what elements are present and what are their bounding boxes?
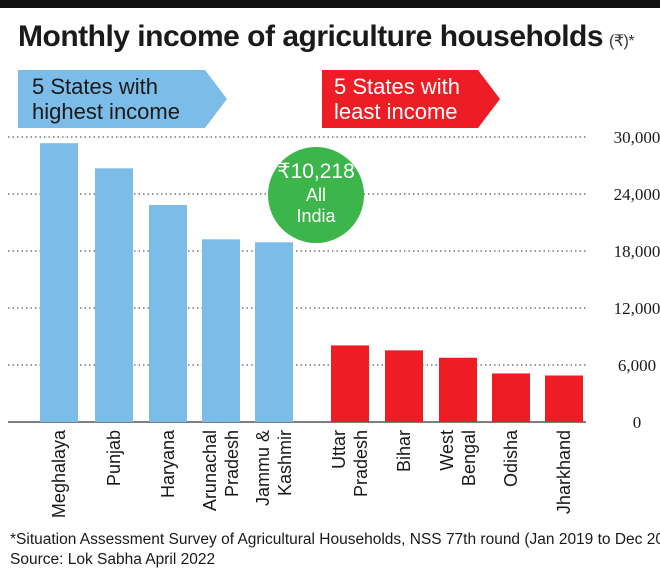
- highest-income-banner-shape: [18, 70, 227, 128]
- bar: [545, 375, 583, 422]
- chart-title-text: Monthly income of agriculture households: [18, 20, 604, 53]
- x-tick-label: Kashmir: [275, 430, 295, 496]
- chart-title: Monthly income of agriculture households…: [18, 20, 635, 54]
- all-india-label-line2: India: [296, 206, 336, 226]
- bar: [385, 350, 423, 422]
- bar: [95, 168, 133, 422]
- x-tick-label: Bihar: [394, 430, 414, 472]
- y-tick-label: 30,000: [614, 128, 660, 147]
- all-india-value: ₹10,218: [277, 160, 355, 183]
- least-income-label-line2: least income: [334, 99, 458, 124]
- highest-income-label-line2: highest income: [32, 99, 180, 124]
- bar: [149, 205, 187, 422]
- all-india-circle: [268, 147, 364, 243]
- x-tick-label: Punjab: [104, 430, 124, 486]
- footnote-survey: *Situation Assessment Survey of Agricult…: [10, 531, 660, 548]
- least-income-label-line1: 5 States with: [334, 74, 460, 99]
- highest-income-label-line1: 5 States with: [32, 74, 158, 99]
- x-tick-label: Pradesh: [351, 430, 371, 497]
- x-tick-label: Pradesh: [222, 430, 242, 497]
- least-income-banner: 5 States with least income: [322, 70, 500, 128]
- x-axis-labels: Meghalaya Punjab Haryana Arunachal Pradesh Ja…: [49, 429, 574, 518]
- top-rule: [0, 0, 660, 8]
- x-tick-label: West: [437, 430, 457, 471]
- y-axis-ticks: 0 6,000 12,000 18,000 24,000 30,000: [614, 128, 660, 432]
- bar: [40, 143, 78, 422]
- y-tick-label: 0: [633, 413, 642, 432]
- highest-income-banner: 5 States with highest income: [18, 70, 227, 128]
- all-india-badge: ₹10,218 All India: [268, 147, 364, 243]
- bars: [40, 143, 583, 422]
- all-india-label-line1: All: [306, 185, 326, 205]
- title-unit: (₹)*: [609, 33, 635, 50]
- x-tick-label: Uttar: [329, 430, 349, 469]
- x-tick-label: Meghalaya: [49, 429, 69, 518]
- x-tick-label: Haryana: [158, 429, 178, 498]
- x-tick-label: Jammu &: [253, 430, 273, 506]
- x-tick-label: Bengal: [459, 430, 479, 486]
- x-tick-label: Jharkhand: [554, 430, 574, 514]
- x-tick-label: Odisha: [501, 429, 521, 487]
- y-tick-label: 6,000: [618, 356, 656, 375]
- y-tick-label: 12,000: [614, 299, 660, 318]
- bar: [492, 373, 530, 422]
- bar: [439, 357, 477, 422]
- y-tick-label: 18,000: [614, 242, 660, 261]
- bar: [331, 345, 369, 422]
- bar: [255, 242, 293, 422]
- y-tick-label: 24,000: [614, 185, 660, 204]
- footnote-source: Source: Lok Sabha April 2022: [10, 551, 216, 568]
- bar: [202, 239, 240, 422]
- footnote: *Situation Assessment Survey of Agricult…: [10, 530, 660, 570]
- x-tick-label: Arunachal: [200, 430, 220, 511]
- least-income-banner-shape: [322, 70, 500, 128]
